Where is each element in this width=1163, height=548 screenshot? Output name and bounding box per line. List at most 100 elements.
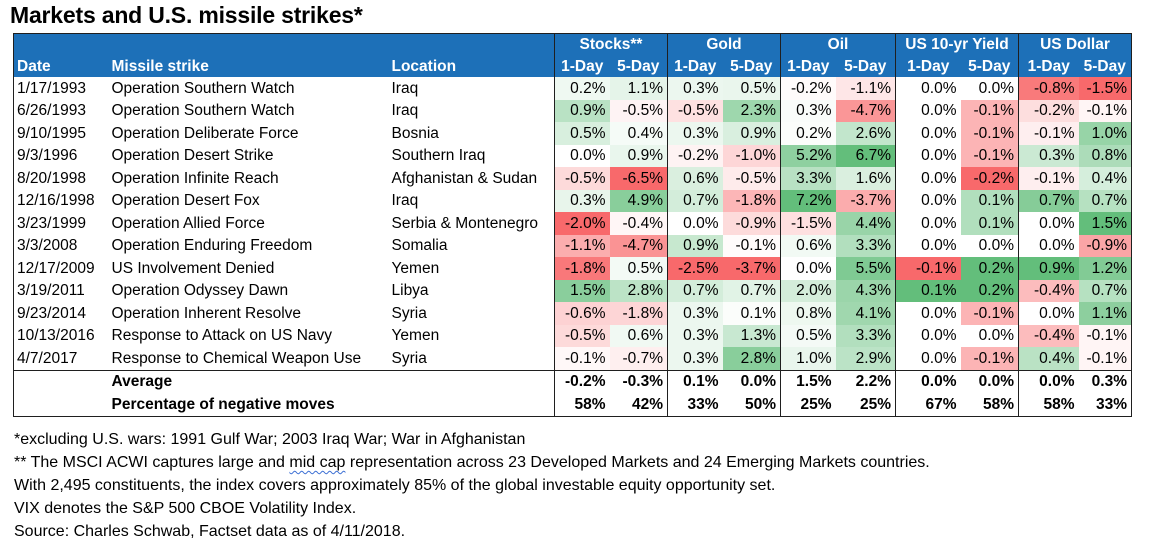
cell-value: 1.2% <box>1078 257 1132 280</box>
cell-value: -1.1% <box>554 234 610 257</box>
footnote-msci-midcap: mid cap <box>289 454 346 471</box>
cell-value: 0.0% <box>895 144 961 167</box>
summary-value: 58% <box>554 393 610 416</box>
cell-value: 0.0% <box>554 144 610 167</box>
cell-value: 0.2% <box>554 77 610 100</box>
cell-value: 0.1% <box>722 302 781 325</box>
cell-value: 0.0% <box>960 234 1019 257</box>
cell-value: -3.7% <box>722 257 781 280</box>
cell-value: 2.6% <box>835 122 896 145</box>
cell-value: 1.1% <box>1078 302 1132 325</box>
cell-value: 7.2% <box>780 189 836 212</box>
cell-date: 12/16/1998 <box>17 192 95 210</box>
summary-value: 25% <box>859 395 891 413</box>
summary-value: 50% <box>744 395 776 413</box>
cell-value: 0.8% <box>1078 144 1132 167</box>
summary-value: 0.0% <box>960 369 1019 393</box>
cell-value: 0.0% <box>895 234 961 257</box>
cell-value: -1.0% <box>722 144 781 167</box>
table-row: 4/7/2017 Response to Chemical Weapon Use S… <box>14 347 1132 370</box>
cell-value: 0.6% <box>780 234 836 257</box>
cell-value: 0.7% <box>1078 279 1132 302</box>
cell-value: 0.9% <box>722 122 781 145</box>
cell-date <box>14 393 109 416</box>
summary-label: Average <box>108 369 555 393</box>
cell-value: -0.1% <box>1018 122 1079 145</box>
cell-value: 2.8% <box>609 279 668 302</box>
cell-strike: Operation Odyssey Dawn <box>111 282 289 300</box>
header-sub-5day: 5-Day <box>960 55 1019 77</box>
header-column: Location <box>388 55 555 77</box>
cell-value: -0.7% <box>609 347 668 370</box>
table-row: 3/23/1999 Operation Allied Force Serbia & … <box>14 212 1132 235</box>
header-sub-1day: 1-Day <box>1018 55 1079 77</box>
cell-value: 0.3% <box>554 189 610 212</box>
header-sub-1day: 1-Day <box>895 55 961 77</box>
header-sub-5day: 5-Day <box>1078 55 1132 77</box>
cell-date: 1/17/1993 <box>17 79 86 97</box>
summary-value: 33% <box>667 393 723 416</box>
cell-value: 0.5% <box>554 122 610 145</box>
cell-value: -0.5% <box>554 324 610 347</box>
cell-value: -1.1% <box>835 77 896 100</box>
cell-value: -0.1% <box>960 99 1019 122</box>
cell-location: Syria <box>391 304 427 322</box>
cell-value: 0.1% <box>895 279 961 302</box>
table-row: 8/20/1998 Operation Infinite Reach Afghani… <box>14 167 1132 190</box>
cell-value: 0.0% <box>780 257 836 280</box>
header-sub-1day: 1-Day <box>554 55 610 77</box>
cell-value: -0.5% <box>722 167 781 190</box>
cell-value: 0.0% <box>895 167 961 190</box>
cell-location: Iraq <box>391 102 419 120</box>
header-row-groups: Stocks** Gold Oil US 10-yr Yield US Dollar <box>13 33 1132 55</box>
cell-value: -0.4% <box>609 212 668 235</box>
cell-value: -0.1% <box>960 122 1019 145</box>
cell-date: 9/3/1996 <box>17 147 78 165</box>
table-row: 9/10/1995 Operation Deliberate Force Bosni… <box>14 122 1132 145</box>
cell-value: 6.7% <box>835 144 896 167</box>
footnote-source: Source: Charles Schwab, Factset data as … <box>14 523 406 540</box>
header-group: Oil <box>780 33 896 55</box>
summary-value: 58% <box>982 395 1014 413</box>
cell-location: Syria <box>391 349 427 367</box>
summary-value: 0.3% <box>1078 369 1132 393</box>
cell-strike: Response to Chemical Weapon Use <box>111 349 362 367</box>
chart-title: Markets and U.S. missile strikes* <box>10 2 363 28</box>
cell-value: -1.8% <box>609 302 668 325</box>
cell-value: 0.3% <box>1018 144 1079 167</box>
cell-strike: Operation Southern Watch <box>111 79 295 97</box>
cell-value: -0.2% <box>960 167 1019 190</box>
summary-value: 42% <box>631 395 663 413</box>
cell-value: 0.1% <box>960 189 1019 212</box>
cell-value: -1.5% <box>780 212 836 235</box>
cell-value: 4.9% <box>609 189 668 212</box>
cell-value: 0.5% <box>722 77 781 100</box>
footnote-wars: *excluding U.S. wars: 1991 Gulf War; 200… <box>14 431 526 448</box>
cell-value: 2.0% <box>780 279 836 302</box>
cell-value: -0.5% <box>554 167 610 190</box>
cell-date: 8/20/1998 <box>17 169 86 187</box>
cell-value: 2.3% <box>722 99 781 122</box>
market-returns-table: Stocks** Gold Oil US 10-yr Yield US Dollar Da… <box>13 33 1132 417</box>
cell-value: -0.9% <box>1078 234 1132 257</box>
header-sub-5day: 5-Day <box>722 55 781 77</box>
cell-value: 0.9% <box>609 144 668 167</box>
cell-value: 0.0% <box>895 347 961 370</box>
cell-value: 0.0% <box>667 212 723 235</box>
cell-value: 2.8% <box>722 347 781 370</box>
summary-value: 0.0% <box>722 369 781 393</box>
cell-value: 0.3% <box>667 302 723 325</box>
cell-value: -0.1% <box>554 347 610 370</box>
cell-value: 0.9% <box>667 234 723 257</box>
cell-value: -0.1% <box>1078 99 1132 122</box>
cell-value: -0.5% <box>667 99 723 122</box>
cell-value: -3.7% <box>835 189 896 212</box>
summary-value: 25% <box>780 393 836 416</box>
cell-value: -0.2% <box>780 77 836 100</box>
table-row: 3/19/2011 Operation Odyssey Dawn Libya 1.5%… <box>14 279 1132 302</box>
cell-value: 4.3% <box>835 279 896 302</box>
cell-value: 0.0% <box>895 302 961 325</box>
cell-date: 9/10/1995 <box>17 124 86 142</box>
footnote-msci: ** The MSCI ACWI captures large and mid … <box>14 451 1154 474</box>
header-row-columns: Date Missile strike Location 1-Day 5-Day 1-Da… <box>13 55 1132 77</box>
